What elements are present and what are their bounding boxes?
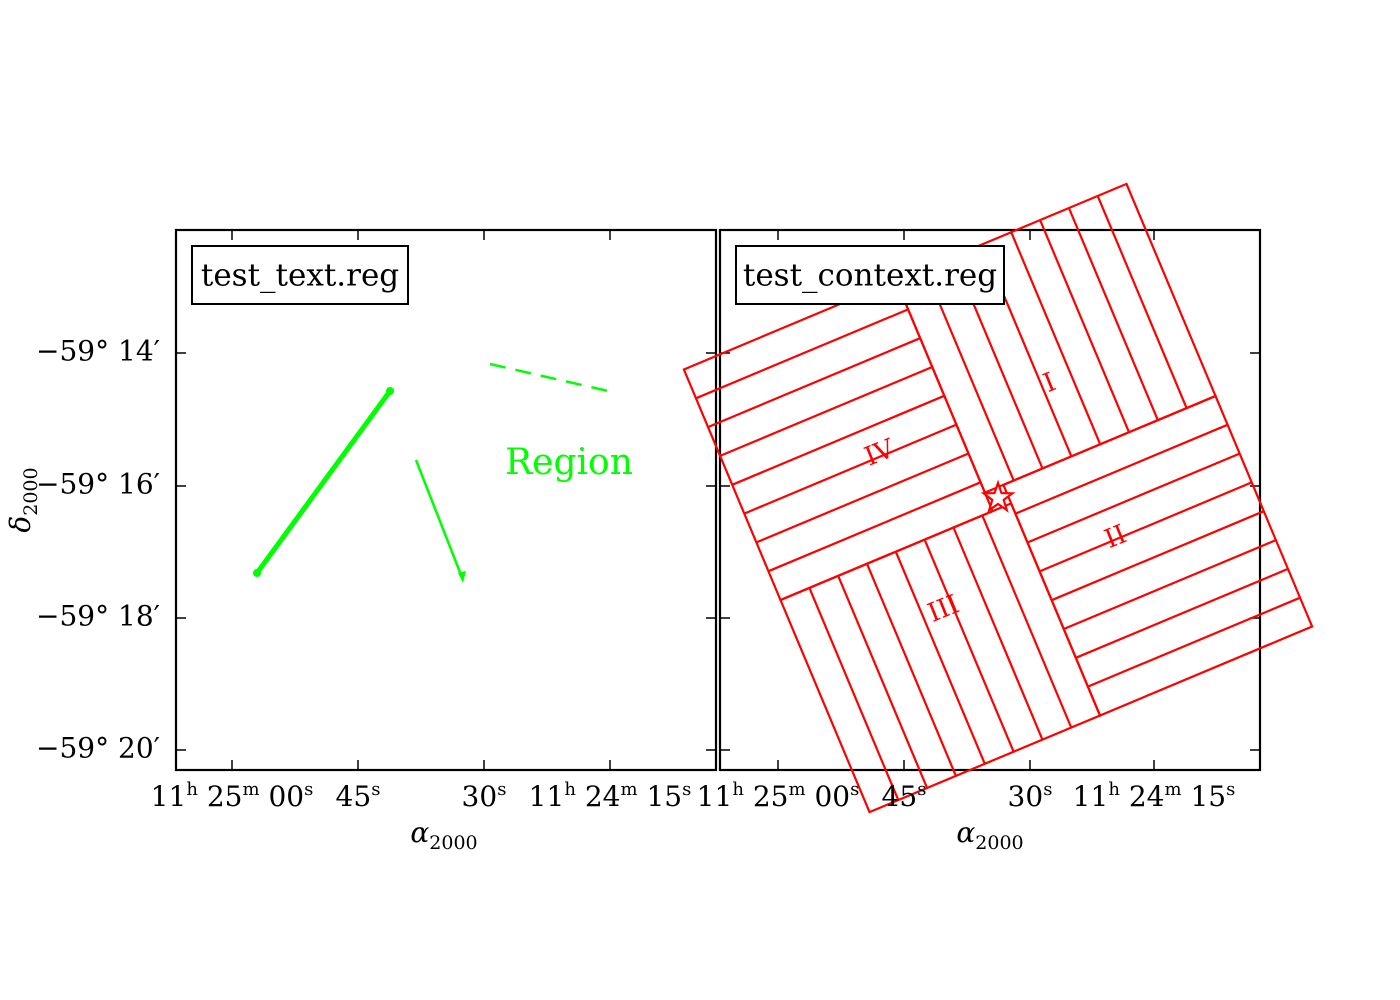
xtick-label: 11h 24m 15s (1073, 779, 1236, 813)
left-axes-frame (174, 228, 718, 772)
hatch-line (1039, 481, 1253, 573)
xtick-label: 11h 25m 00s (697, 779, 860, 813)
dashed-line-region (489, 362, 609, 393)
right-legend-title: test_context.reg (743, 258, 997, 294)
line-endpoint (253, 569, 261, 577)
xtick-label: 30s (462, 779, 507, 813)
hatch-line (1063, 539, 1277, 631)
hatch-line (1010, 231, 1102, 445)
quadrant-label-I: I (1039, 367, 1060, 399)
left-legend-box (191, 245, 409, 305)
thick-line-region (254, 388, 393, 576)
center-star-icon (980, 479, 1016, 513)
arrowhead (458, 571, 466, 583)
hatch-line (981, 514, 1073, 728)
y-axis-label: δ2000 (4, 467, 42, 532)
thin-line-region (414, 459, 465, 581)
hatch-line (1014, 423, 1228, 515)
hatch-line (1051, 510, 1265, 602)
hatch-line (865, 563, 957, 777)
hatch-line (923, 539, 1015, 753)
xtick-label: 30s (1008, 779, 1053, 813)
xtick-label: 45s (882, 779, 927, 813)
hatch-line (731, 394, 945, 486)
hatch-line (808, 587, 900, 801)
ytick-label: −59° 16′ (36, 468, 160, 501)
quadrant-label-III: III (924, 589, 964, 628)
hatch-line (755, 452, 969, 544)
hatch-line (1027, 452, 1241, 544)
hatch-line (1096, 195, 1188, 409)
hatch-line (837, 575, 929, 789)
hatch-line (1039, 219, 1131, 433)
hatch-line (695, 308, 909, 400)
hatch-line (743, 423, 957, 515)
right-panel: test_context.reg I II III IV 11h 25m 00s… (682, 182, 1314, 854)
hatch-line (952, 527, 1044, 741)
hatch-line (1067, 207, 1159, 421)
x-axis-label: α2000 (410, 816, 477, 854)
ytick-label: −59° 14′ (36, 335, 160, 368)
quadrant-IV-box (682, 279, 995, 602)
left-panel: test_text.reg Region −59° 14′ −59° 16′ −… (4, 228, 718, 854)
hatch-line (1087, 596, 1301, 688)
xtick-label: 11h 24m 15s (529, 779, 692, 813)
hatch-line (768, 481, 982, 573)
hatch-line (894, 551, 986, 765)
quadrant-label-IV: IV (861, 433, 900, 472)
ytick-label: −59° 20′ (36, 732, 160, 765)
line-endpoint (386, 387, 394, 395)
right-legend-box (735, 245, 1005, 305)
left-legend-title: test_text.reg (201, 258, 399, 294)
hatch-line (1075, 567, 1289, 659)
ytick-label: −59° 18′ (36, 600, 160, 633)
quadrant-label-II: II (1100, 519, 1130, 555)
xtick-label: 45s (336, 779, 381, 813)
region-text: Region (505, 442, 633, 483)
x-axis-label: α2000 (956, 816, 1023, 854)
hatch-line (719, 365, 933, 457)
right-region-marks (682, 182, 1314, 814)
hatch-line (707, 337, 921, 429)
left-region-marks (253, 362, 609, 583)
left-ticks (176, 230, 716, 770)
xtick-label: 11h 25m 00s (151, 779, 314, 813)
